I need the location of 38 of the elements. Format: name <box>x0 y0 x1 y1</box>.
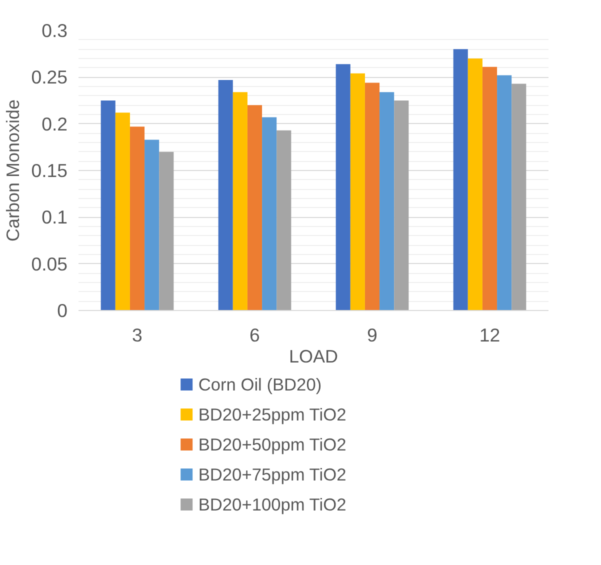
x-tick-label: 12 <box>479 324 500 346</box>
bar <box>380 92 394 310</box>
bar <box>262 117 277 310</box>
legend-label: BD20+25ppm TiO2 <box>198 404 346 424</box>
bar <box>115 112 130 310</box>
x-tick-label: 9 <box>367 324 378 346</box>
y-tick-label: 0.15 <box>31 160 68 181</box>
bar <box>144 140 160 310</box>
x-axis-title: LOAD <box>288 346 338 366</box>
legend-label: Corn Oil (BD20) <box>198 374 322 394</box>
bar <box>100 100 116 310</box>
bar <box>247 105 262 310</box>
bar <box>497 75 512 310</box>
y-tick-label: 0 <box>57 300 68 321</box>
y-tick-label: 0.05 <box>31 253 68 274</box>
y-tick-label: 0.1 <box>42 206 68 228</box>
bar <box>468 58 482 310</box>
bar <box>218 80 233 310</box>
bar <box>350 73 365 310</box>
y-tick-label: 0.3 <box>42 20 68 41</box>
bar <box>512 84 526 310</box>
bar <box>336 64 350 310</box>
y-tick-label: 0.25 <box>31 66 68 88</box>
x-tick-label: 3 <box>132 324 142 346</box>
legend-label: BD20+75ppm TiO2 <box>198 464 346 484</box>
bar <box>130 126 145 310</box>
bar <box>394 100 409 310</box>
bar <box>453 49 468 310</box>
bar <box>482 66 498 310</box>
y-tick-label: 0.2 <box>42 113 68 134</box>
legend-label: BD20+50ppm TiO2 <box>198 434 346 454</box>
bar <box>364 82 380 310</box>
bar <box>276 130 292 310</box>
legend-label: BD20+100pm TiO2 <box>198 494 346 514</box>
bar <box>232 92 248 310</box>
bar <box>159 152 174 310</box>
x-tick-label: 6 <box>250 324 260 346</box>
y-axis-title: Carbon Monoxide <box>3 99 24 242</box>
